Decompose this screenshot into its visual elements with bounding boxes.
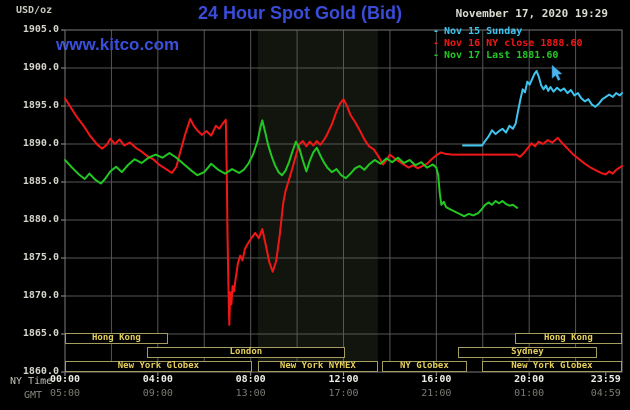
price-line-nov-16-ny-close-1888.60 — [64, 97, 623, 326]
x-tick-label-ny: 20:00 — [514, 374, 545, 385]
nymex-session-highlight-band — [257, 30, 378, 372]
ny-time-axis-label: NY Time — [10, 376, 53, 387]
y-tick-label: 1870.0 — [22, 290, 59, 301]
legend-item: - Nov 17 Last 1881.60 — [433, 50, 582, 62]
legend-dash-icon: - — [433, 50, 440, 61]
y-tick-label: 1905.0 — [22, 24, 59, 35]
x-tick-label-gmt: 21:00 — [421, 388, 452, 399]
legend-dash-icon: - — [433, 26, 440, 37]
legend-dash-icon: - — [433, 38, 440, 49]
mouse-cursor-icon — [551, 65, 563, 81]
gmt-axis-label: GMT — [24, 390, 43, 401]
chart-legend: - Nov 15 Sunday - Nov 16 NY close 1888.60- N… — [433, 26, 582, 62]
price-line-nov-15-sunday — [462, 70, 623, 147]
session-box-new-york-nymex: New York NYMEX — [257, 361, 378, 372]
y-tick-label: 1895.0 — [22, 100, 59, 111]
y-tick-label: 1885.0 — [22, 176, 59, 187]
y-tick-label: 1890.0 — [22, 138, 59, 149]
y-tick-label: 1860.0 — [22, 366, 59, 377]
legend-item: - Nov 16 NY close 1888.60 — [433, 38, 582, 50]
page-title: 24 Hour Spot Gold (Bid) — [198, 3, 402, 23]
x-tick-label-ny: 04:00 — [142, 374, 173, 385]
legend-label: Nov 15 Sunday — [444, 26, 523, 37]
x-tick-label-ny: 16:00 — [421, 374, 452, 385]
x-tick-label-ny: 08:00 — [235, 374, 266, 385]
legend-label: Nov 17 Last 1881.60 — [444, 50, 559, 61]
price-line-nov-17-last-1881.60 — [64, 119, 519, 218]
legend-item: - Nov 15 Sunday — [433, 26, 582, 38]
session-box-hong-kong: Hong Kong — [514, 333, 622, 344]
session-box-new-york-globex: New York Globex — [481, 361, 622, 372]
y-tick-label: 1880.0 — [22, 214, 59, 225]
x-tick-label-gmt: 13:00 — [235, 388, 266, 399]
x-tick-label-gmt: 01:00 — [514, 388, 545, 399]
y-axis-units-label: USD/oz — [16, 5, 53, 16]
y-tick-label: 1900.0 — [22, 62, 59, 73]
legend-label: Nov 16 NY close 1888.60 — [444, 38, 583, 49]
y-tick-label: 1875.0 — [22, 252, 59, 263]
session-box-sydney: Sydney — [457, 347, 597, 358]
session-box-london: London — [146, 347, 345, 358]
x-tick-label-gmt: 05:00 — [49, 388, 81, 399]
kitco-watermark: www.kitco.com — [56, 35, 180, 54]
x-tick-label-ny: 12:00 — [328, 374, 359, 385]
chart-datetime: November 17, 2020 19:29 — [455, 7, 608, 20]
session-box-ny-globex: NY Globex — [381, 361, 467, 372]
x-tick-label-gmt: 17:00 — [328, 388, 359, 399]
plot-border — [64, 29, 623, 373]
y-tick-label: 1865.0 — [22, 328, 59, 339]
x-tick-label-gmt: 09:00 — [142, 388, 173, 399]
session-box-new-york-globex: New York Globex — [65, 361, 252, 372]
session-box-hong-kong: Hong Kong — [65, 333, 168, 344]
x-tick-label-ny: 00:00 — [49, 374, 81, 385]
x-tick-label-ny: 23:59 — [590, 374, 621, 385]
x-tick-label-gmt: 04:59 — [590, 388, 621, 399]
